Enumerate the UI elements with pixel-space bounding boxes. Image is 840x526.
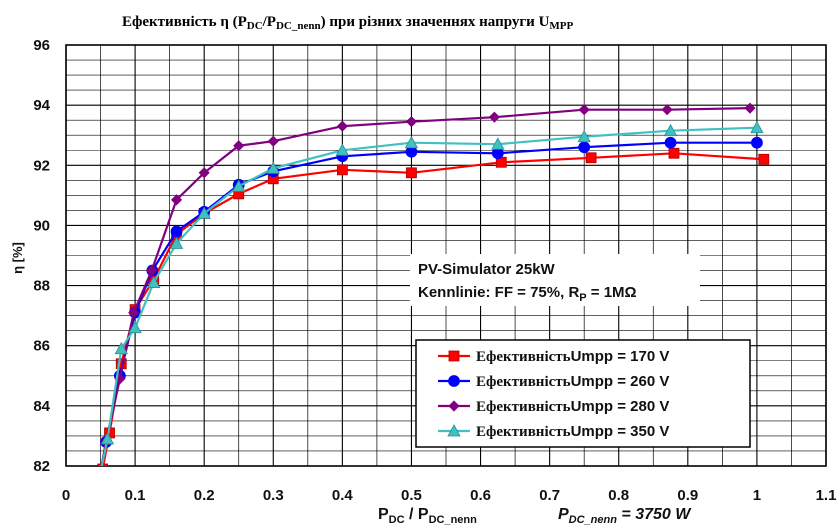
y-tick-label: 92: [33, 157, 50, 174]
data-point: [336, 120, 348, 132]
data-point: [758, 153, 770, 165]
data-point: [147, 275, 161, 288]
data-point: [128, 307, 140, 319]
legend-entry: ЕфективністьUmpp = 170 V: [476, 348, 669, 365]
data-point: [585, 152, 597, 164]
data-point: [198, 167, 210, 179]
data-point: [197, 206, 211, 219]
data-point: [128, 320, 142, 334]
legend-box: [415, 339, 751, 448]
x-tick-label: 1.1: [816, 487, 837, 504]
info-line-1: PV-Simulator 25kW: [418, 261, 556, 278]
x-tick-label: 0.5: [401, 487, 422, 504]
x-tick-label: 0.8: [608, 487, 629, 504]
y-axis-label: η [%]: [10, 242, 25, 274]
x-tick-label: 0.9: [677, 487, 698, 504]
legend: ЕфективністьUmpp = 170 V ЕфективністьUmpp…: [415, 339, 751, 448]
x-axis-label: PDC / PDC_nenn: [378, 506, 477, 526]
data-point: [170, 194, 183, 206]
data-point: [96, 467, 106, 477]
x-tick-label: 1: [753, 487, 761, 504]
tick-labels: 0 0.1 0.2 0.3 0.4 0.5 0.6 0.7 0.8 0.9 1 1.1 82 84 86 88…: [33, 37, 836, 504]
data-point: [488, 111, 500, 123]
data-point: [233, 140, 245, 152]
info-box: PV-Simulator 25kW Kennlinie: FF = 75%, R…: [410, 254, 700, 306]
data-point: [744, 102, 756, 114]
data-point: [232, 179, 246, 192]
legend-marker: [448, 375, 460, 387]
data-point: [663, 123, 678, 137]
data-point: [100, 465, 101, 466]
y-tick-label: 88: [33, 278, 50, 295]
data-point: [336, 164, 348, 176]
data-point: [577, 129, 591, 143]
legend-marker: [447, 424, 461, 437]
x-tick-label: 0.4: [332, 487, 354, 504]
data-point: [267, 135, 279, 147]
legend-marker: [448, 350, 460, 362]
data-point: [491, 137, 505, 150]
info-line-2: Kennlinie: FF = 75%, RP = 1MΩ: [418, 284, 637, 304]
data-point: [406, 167, 417, 179]
data-point: [266, 161, 280, 174]
chart-title: Ефективність η (PDC/PDC_nenn) при різних…: [122, 14, 574, 32]
series-layer: [95, 102, 770, 478]
y-tick-label: 90: [33, 217, 50, 234]
y-tick-label: 96: [33, 37, 50, 54]
data-point: [114, 341, 128, 355]
data-point: [578, 141, 591, 154]
y-tick-label: 86: [33, 338, 50, 355]
y-tick-label: 94: [33, 97, 50, 114]
data-point: [668, 147, 680, 159]
data-point: [404, 135, 419, 149]
data-point: [146, 264, 158, 277]
nominal-power-label: PDC_nenn = 3750 W: [558, 506, 692, 526]
x-tick-label: 0.1: [125, 487, 146, 504]
data-point: [100, 432, 115, 445]
x-tick-label: 0.2: [194, 487, 215, 504]
series-2: [96, 102, 756, 477]
series-3: [100, 120, 764, 466]
y-tick-label: 82: [33, 458, 50, 475]
legend-marker: [448, 400, 460, 412]
data-point: [578, 104, 590, 116]
y-tick-label: 84: [33, 398, 50, 415]
data-point: [169, 236, 184, 249]
data-point: [405, 116, 418, 128]
data-point: [664, 136, 677, 149]
data-point: [750, 120, 764, 134]
legend-entry: ЕфективністьUmpp = 350 V: [476, 423, 669, 440]
legend-entry: ЕфективністьUmpp = 260 V: [476, 373, 669, 390]
x-tick-label: 0: [62, 487, 70, 504]
x-tick-label: 0.3: [263, 487, 284, 504]
data-point: [751, 136, 763, 149]
info-box-background: [410, 254, 700, 306]
data-point: [335, 143, 350, 156]
data-point: [661, 104, 673, 116]
legend-entry: ЕфективністьUmpp = 280 V: [476, 398, 669, 415]
x-tick-label: 0.6: [470, 487, 491, 504]
data-point: [170, 225, 183, 238]
data-point: [95, 467, 106, 478]
plot-frame: [65, 44, 827, 467]
x-tick-label: 0.7: [539, 487, 560, 504]
